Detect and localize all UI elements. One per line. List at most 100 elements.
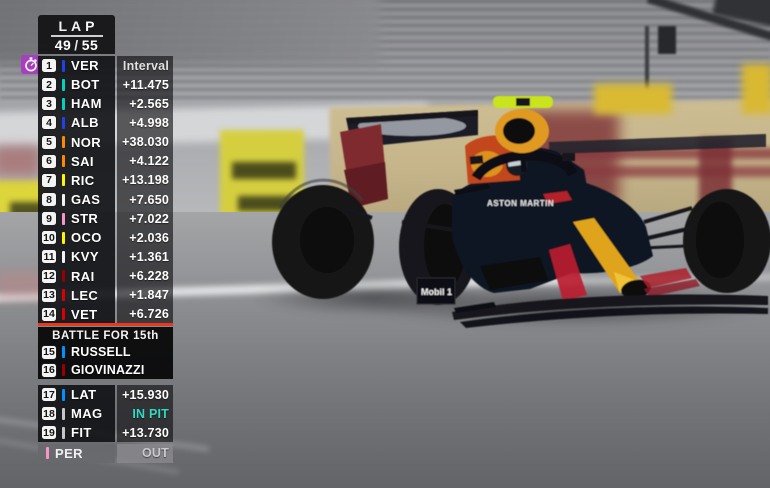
position-badge: 11 <box>41 249 57 265</box>
lap-current: 49 <box>54 37 72 53</box>
driver-code: FIT <box>71 425 92 441</box>
driver-code: OCO <box>71 230 102 246</box>
battle-title: BATTLE FOR 15th <box>38 327 173 343</box>
front-wing <box>452 294 768 320</box>
rear-wing-far <box>549 134 766 154</box>
interval-value: +13.730 <box>117 423 173 443</box>
driver-code: MAG <box>71 406 103 422</box>
interval-value: +11.475 <box>117 75 173 95</box>
team-color-bar <box>62 174 65 187</box>
timing-row: 18 MAG IN PIT <box>38 404 173 424</box>
position-badge: 4 <box>41 115 57 131</box>
team-color-bar <box>62 364 65 376</box>
retired-team-bar <box>46 447 49 459</box>
nose-yellow <box>573 218 640 293</box>
position-badge: 14 <box>41 306 57 322</box>
battle-list: 15 RUSSELL 16 GIOVINAZZI <box>38 343 173 379</box>
row-left-panel: 3 HAM <box>38 94 115 114</box>
driver-code: LEC <box>71 287 99 303</box>
row-left-panel: 18 MAG <box>38 404 115 424</box>
row-left-panel: 9 STR <box>38 209 115 229</box>
nose-red-right <box>640 268 692 288</box>
driver-code: ALB <box>71 115 99 131</box>
interval-value: IN PIT <box>117 404 173 424</box>
driver-code: NOR <box>71 134 102 150</box>
position-badge: 1 <box>41 58 57 74</box>
position-badge: 12 <box>41 268 57 284</box>
lap-value: 49/55 <box>38 37 115 54</box>
team-color-bar <box>62 426 65 439</box>
background-blur <box>0 146 40 176</box>
timing-row: 11 KVY +1.361 <box>38 247 173 267</box>
driver-name: GIOVINAZZI <box>71 363 145 377</box>
position-badge: 7 <box>41 172 57 188</box>
team-color-bar <box>62 289 65 302</box>
team-color-bar <box>62 250 65 263</box>
battle-separator-accent <box>38 322 173 327</box>
driver-name: RUSSELL <box>71 345 131 359</box>
retired-row-left: PER <box>38 443 115 463</box>
f1-car-graphic: ASTON MARTIN Mobil 1 <box>272 96 770 328</box>
battle-title-rank: 15th <box>133 330 159 342</box>
camera-crane-dolly <box>658 26 676 54</box>
driver-code: SAI <box>71 153 94 169</box>
airbox-intake <box>503 118 535 144</box>
row-left-panel: 19 FIT <box>38 423 115 443</box>
nose-red-left <box>549 244 587 301</box>
position-badge: 5 <box>41 134 57 150</box>
driver-code: RAI <box>71 268 95 284</box>
interval-header: Interval <box>117 56 173 76</box>
lap-total: 55 <box>81 37 99 53</box>
driver-code: KVY <box>71 249 99 265</box>
team-color-bar <box>62 97 65 110</box>
driver-code: VER <box>71 58 99 74</box>
timing-row: 12 RAI +6.228 <box>38 266 173 286</box>
team-color-bar <box>62 116 65 129</box>
lap-label: LAP <box>50 19 103 37</box>
interval-value: +7.022 <box>117 209 173 229</box>
row-left-panel: 12 RAI <box>38 266 115 286</box>
driver-code: GAS <box>71 192 101 208</box>
position-badge: 15 <box>41 344 57 360</box>
driver-code: HAM <box>71 96 102 112</box>
team-color-bar <box>62 308 65 321</box>
row-left-panel: 17 LAT <box>38 385 115 405</box>
timing-row: 8 GAS +7.650 <box>38 189 173 210</box>
driver-code: RIC <box>71 172 95 188</box>
team-color-bar <box>62 59 65 72</box>
battle-row: 15 RUSSELL <box>38 343 173 361</box>
interval-value: +7.650 <box>117 189 173 210</box>
timing-row: 1 VER Interval <box>38 56 173 76</box>
row-left-panel: 4 ALB <box>38 113 115 133</box>
timing-row: 19 FIT +13.730 <box>38 423 173 443</box>
row-left-panel: 13 LEC <box>38 285 115 305</box>
interval-value: +1.361 <box>117 247 173 267</box>
team-color-bar <box>62 78 65 91</box>
lap-counter: LAP 49/55 <box>38 15 115 54</box>
wall-stripe <box>550 166 770 177</box>
mirror <box>469 155 484 165</box>
team-color-bar <box>62 231 65 244</box>
timing-row: 14 VET +6.726 <box>38 304 173 324</box>
driver-code: BOT <box>71 77 100 93</box>
row-left-panel: 6 SAI <box>38 151 115 171</box>
wall-stripe <box>545 148 770 159</box>
interval-value: +6.726 <box>117 304 173 324</box>
yellow-crane-blur <box>742 64 770 114</box>
interval-value: +4.122 <box>117 151 173 171</box>
timing-row: 13 LEC +1.847 <box>38 285 173 305</box>
position-badge: 16 <box>41 362 57 378</box>
row-left-panel: 1 VER <box>38 56 115 76</box>
team-color-bar <box>62 155 65 168</box>
timing-row: 6 SAI +4.122 <box>38 151 173 171</box>
position-badge: 13 <box>41 287 57 303</box>
interval-value: +15.930 <box>117 385 173 405</box>
interval-value: +1.847 <box>117 285 173 305</box>
battle-row: 16 GIOVINAZZI <box>38 361 173 379</box>
team-color-bar <box>62 136 65 149</box>
interval-value: +13.198 <box>117 170 173 190</box>
position-badge: 10 <box>41 230 57 246</box>
interval-value: +38.030 <box>117 132 173 152</box>
